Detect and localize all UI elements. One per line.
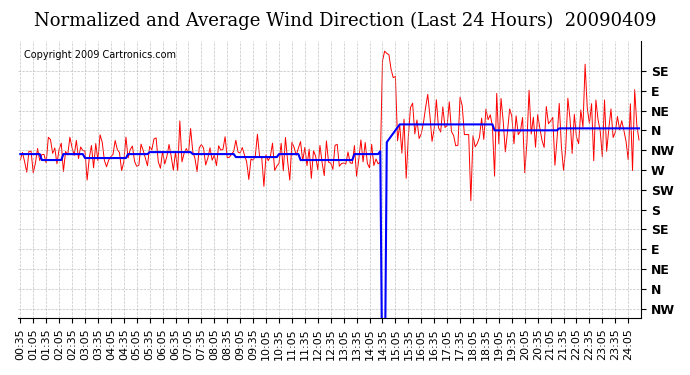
Text: Copyright 2009 Cartronics.com: Copyright 2009 Cartronics.com — [24, 50, 177, 60]
Text: Normalized and Average Wind Direction (Last 24 Hours)  20090409: Normalized and Average Wind Direction (L… — [34, 11, 656, 30]
